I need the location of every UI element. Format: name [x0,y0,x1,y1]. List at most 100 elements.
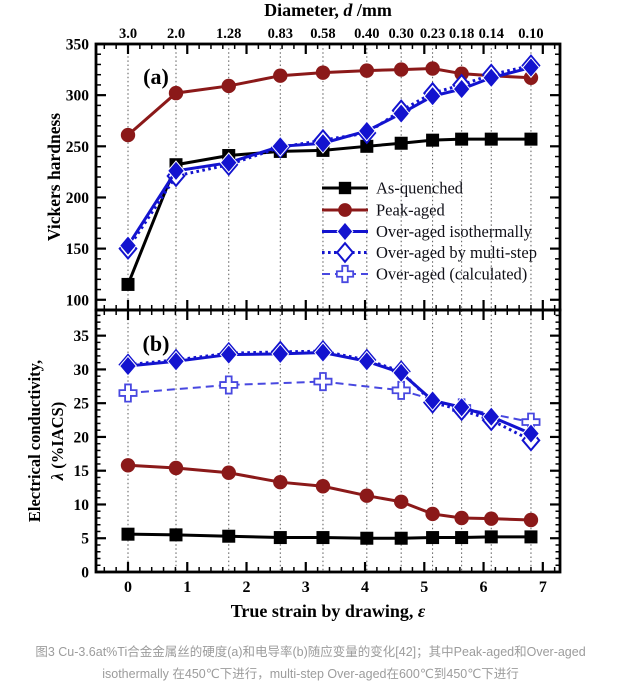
square-marker [273,531,287,545]
diamond-marker [452,78,471,100]
diamond-marker [167,160,185,182]
bottom-axis-title: True strain by drawing, ε [231,601,426,621]
square-marker [121,277,135,291]
diamond-marker [392,362,411,384]
circle-marker [425,61,440,76]
square-marker [455,531,469,545]
diamond-marker [336,221,354,242]
panel-b-ylabel-line2: λ (%IACS) [48,402,67,481]
legend-label: Peak-aged [376,201,445,220]
diameter-tick-label: 0.30 [388,26,413,42]
legend-item-over-aged-by-multi-step: Over-aged by multi-step [322,241,537,264]
open-cross-marker [313,372,333,392]
diamond-marker [482,67,501,89]
open-cross-marker [335,264,355,284]
open-cross-marker [118,383,138,403]
panel-b-ytick-label: 5 [81,531,89,548]
diameter-tick-label: 0.40 [354,26,379,42]
figure-caption: 图3 Cu-3.6at%Ti合金金属丝的硬度(a)和电导率(b)随应变量的变化[… [0,642,621,681]
panel-b-ytick-label: 35 [74,328,90,345]
circle-marker [315,479,331,494]
legend-item-over-aged-isothermally: Over-aged isothermally [322,221,533,242]
diamond-marker [314,132,332,154]
legend-label: As-quenched [376,179,464,198]
legend-label: Over-aged isothermally [376,222,533,241]
square-marker [524,132,538,146]
circle-marker [273,68,288,83]
square-marker [484,132,498,146]
circle-marker [454,510,469,526]
circle-marker [393,494,409,509]
legend-item-over-aged-calculated-: Over-aged (calculated) [322,265,527,284]
circle-marker [359,63,375,78]
diamond-marker [271,343,290,365]
series-line [127,380,532,424]
xtick-label: 0 [124,579,132,596]
panel-borders [94,42,562,574]
panel-b-ytick-label: 15 [74,463,90,480]
panel-a-ylabel: Vickers hardness [44,113,64,241]
panel-b-ytick-label: 0 [81,565,89,582]
series-over-aged-isothermally [119,341,540,445]
panel-a-ytick-label: 250 [66,139,90,156]
diameter-tick-label: 0.58 [310,26,335,42]
panel-b-ytick-label: 25 [74,396,90,413]
diameter-tick-label: 3.0 [119,26,137,42]
diameter-tick-label: 0.23 [420,26,445,42]
series-over-aged-calculated- [118,372,541,432]
square-marker [524,530,538,544]
square-marker [394,136,408,150]
panel-a-ytick-label: 100 [66,292,90,309]
circle-marker [168,460,184,476]
circle-marker [273,474,288,490]
open-cross-marker [391,380,411,400]
circle-marker [338,203,352,217]
legend-item-as-quenched: As-quenched [322,179,464,198]
series-peak-aged [120,458,539,528]
panel-b-ytick-label: 10 [74,497,90,514]
circle-marker [221,78,236,94]
diamond-marker [119,234,137,257]
panel-a-ytick-label: 300 [66,88,90,105]
series-as-quenched [121,527,538,545]
diamond-marker [482,406,501,428]
panel-a-ytick-label: 150 [66,241,90,258]
panel-b-ytick-label: 30 [74,362,90,379]
diamond-marker [271,135,290,157]
xtick-label: 6 [480,579,488,596]
diamond-marker [219,343,238,366]
panel-a-label: (a) [143,64,169,89]
xtick-label: 4 [361,579,369,596]
square-marker [360,139,374,153]
square-marker [426,133,440,147]
square-marker [426,531,440,545]
legend-label: Over-aged by multi-step [376,243,537,262]
square-marker [316,531,330,545]
square-marker [338,181,352,195]
circle-marker [120,458,136,473]
panel-a-ytick-label: 200 [66,190,90,207]
xtick-label: 3 [302,579,310,596]
diamond-marker [423,85,442,107]
diamond-marker [219,152,238,174]
xtick-label: 5 [420,579,428,596]
diameter-tick-label: 1.28 [216,26,241,42]
diameter-tick-label: 2.0 [167,26,185,42]
panel-b-border [94,308,562,574]
circle-marker [359,488,375,503]
circle-marker [523,512,539,528]
diamond-marker [167,350,185,372]
circle-marker [221,465,236,480]
xtick-label: 1 [183,579,191,596]
diameter-tick-label: 0.14 [479,26,504,42]
caption-line-2: isothermally 在450℃下进行，multi-step Over-ag… [102,666,519,681]
circle-marker [484,511,499,526]
circle-marker [315,65,331,80]
hardness-conductivity-chart: As-quenched Peak-aged Over-aged isothermal… [25,0,562,621]
square-marker [484,530,498,544]
panel-b-ylabel-line1: Electrical conductivity, [25,360,44,522]
caption-line-1: 图3 Cu-3.6at%Ti合金金属丝的硬度(a)和电导率(b)随应变量的变化[… [35,645,586,659]
open-cross-marker [219,375,239,395]
